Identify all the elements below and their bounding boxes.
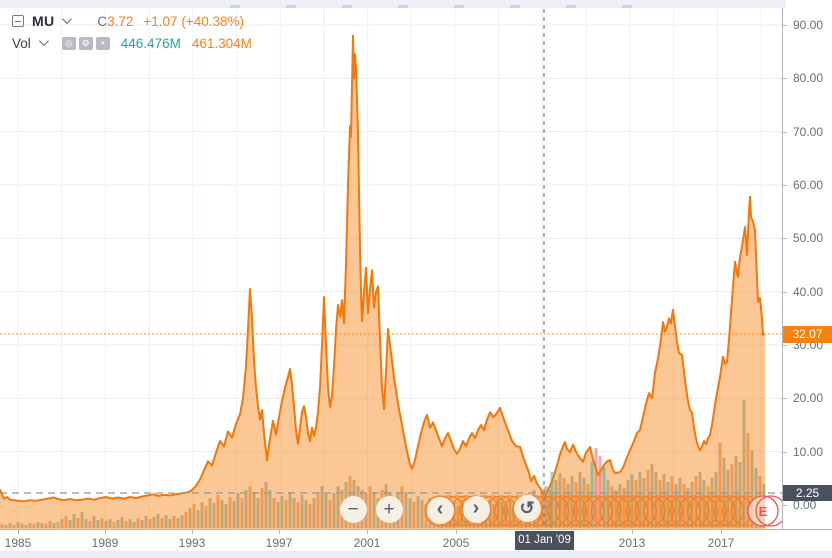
low-price-badge: 2.25 xyxy=(783,485,832,501)
crosshair-date-badge: 01 Jan '09 xyxy=(515,531,574,550)
time-axis-tick: 2005 xyxy=(442,536,470,550)
volume-study-controls: ◎ ⚙ × xyxy=(61,36,113,50)
price-axis-tick-mark xyxy=(782,185,787,186)
collapse-pane-icon[interactable] xyxy=(12,15,24,27)
chevron-down-icon[interactable] xyxy=(38,35,49,46)
hide-study-icon[interactable]: ◎ xyxy=(61,36,76,50)
zoom-in-icon: + xyxy=(383,498,395,520)
time-axis-tick: 1997 xyxy=(265,536,293,550)
current-price-badge: 32.07 xyxy=(783,325,832,343)
zoom-out-button[interactable]: − xyxy=(339,495,367,523)
price-axis-tick-mark xyxy=(782,291,787,293)
price-axis-tick-mark xyxy=(782,131,787,133)
legend-volume-row: Vol ◎ ⚙ × 446.476M 461.304M xyxy=(12,32,252,54)
time-axis-tick-mark xyxy=(632,530,633,534)
scroll-left-button[interactable]: ‹ xyxy=(426,496,454,524)
symbol-label[interactable]: MU xyxy=(32,13,55,29)
scroll-right-icon: › xyxy=(472,496,480,519)
time-axis-tick-mark xyxy=(192,530,193,534)
price-axis-tick: 40.00 xyxy=(793,284,824,299)
change-value: +1.07 (+40.38%) xyxy=(143,13,244,29)
time-axis-tick-mark xyxy=(18,530,19,534)
earnings-icon: E xyxy=(759,504,768,519)
time-axis-tick: 1985 xyxy=(4,536,32,550)
price-axis-tick-mark xyxy=(782,398,787,400)
study-settings-icon[interactable]: ⚙ xyxy=(78,36,93,50)
time-axis-tick: 1989 xyxy=(91,536,119,550)
reset-chart-icon: ↺ xyxy=(519,498,535,518)
price-axis[interactable]: 90.00 80.00 70.00 60.00 50.00 40.00 30.00 20.00… xyxy=(782,8,832,529)
reset-chart-button[interactable]: ↺ xyxy=(513,494,541,522)
price-axis-tick: 20.00 xyxy=(793,391,824,406)
price-axis-tick: 50.00 xyxy=(793,231,824,246)
price-axis-tick: 10.00 xyxy=(793,444,824,459)
bottom-strip xyxy=(0,551,832,558)
price-axis-tick-mark xyxy=(782,25,787,26)
price-axis-tick-mark xyxy=(782,238,787,240)
legend-symbol-row: MU C 3.72 +1.07 (+40.38%) xyxy=(12,10,252,32)
time-axis-tick-mark xyxy=(279,530,280,534)
time-axis-tick: 2017 xyxy=(707,536,735,550)
scroll-right-button[interactable]: › xyxy=(462,495,490,523)
time-axis-tick: 2013 xyxy=(618,536,646,550)
time-axis-tick-mark xyxy=(367,530,368,534)
zoom-in-button[interactable]: + xyxy=(375,495,403,523)
price-axis-tick: 90.00 xyxy=(793,18,824,32)
volume-value-teal: 446.476M xyxy=(120,35,181,51)
volume-value-orange: 461.304M xyxy=(191,35,252,51)
price-axis-tick: 70.00 xyxy=(793,124,824,139)
price-axis-tick-mark xyxy=(782,345,787,346)
time-axis-tick-mark xyxy=(105,530,106,534)
price-axis-tick-mark xyxy=(782,78,787,80)
scroll-left-icon: ‹ xyxy=(436,497,444,520)
volume-study-label[interactable]: Vol xyxy=(12,35,31,51)
time-axis[interactable]: 1985 1989 1993 1997 2001 2005 2013 2017 xyxy=(0,530,832,551)
toolbar-strip xyxy=(0,0,786,8)
close-value: 3.72 xyxy=(107,13,134,29)
price-axis-tick: 80.00 xyxy=(793,71,824,86)
time-axis-tick-mark xyxy=(721,530,722,534)
price-axis-tick-mark xyxy=(782,451,787,453)
time-axis-tick: 2001 xyxy=(353,536,381,550)
remove-study-icon[interactable]: × xyxy=(95,36,110,50)
time-axis-tick: 1993 xyxy=(178,536,206,550)
price-axis-tick: 0.00 xyxy=(793,498,817,512)
price-axis-tick: 60.00 xyxy=(793,178,824,192)
close-prefix: C xyxy=(97,13,108,29)
toolbar-strip-marks xyxy=(230,5,660,8)
zoom-out-icon: − xyxy=(347,498,359,520)
price-axis-tick-mark xyxy=(782,505,787,506)
time-axis-tick-mark xyxy=(456,530,457,534)
chevron-down-icon[interactable] xyxy=(62,13,73,24)
chart-legend: MU C 3.72 +1.07 (+40.38%) Vol ◎ ⚙ × 446.47… xyxy=(12,10,252,54)
